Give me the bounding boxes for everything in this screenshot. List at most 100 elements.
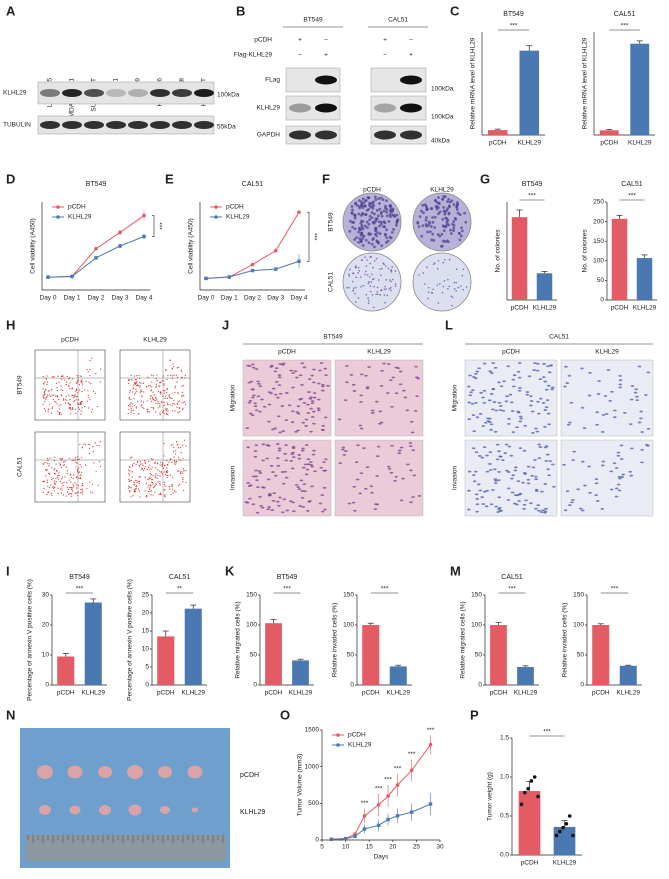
- event: [62, 375, 64, 378]
- event: [72, 378, 74, 380]
- cell: [409, 420, 414, 423]
- colony: [442, 206, 446, 209]
- x-tick-label: KLHL29: [533, 305, 557, 312]
- event: [98, 444, 100, 447]
- point: [564, 822, 569, 826]
- colony: [362, 201, 366, 205]
- event: [66, 399, 68, 401]
- colony: [455, 205, 459, 209]
- colony: [460, 229, 464, 233]
- event: [155, 402, 157, 404]
- event: [168, 394, 171, 396]
- event: [58, 413, 61, 416]
- event: [66, 486, 69, 488]
- event: [144, 461, 146, 463]
- event: [159, 391, 161, 394]
- marker-label: 100kDa: [431, 114, 454, 121]
- event: [46, 395, 48, 398]
- event: [149, 398, 151, 400]
- cell: [482, 446, 487, 449]
- cell: [544, 507, 548, 510]
- marker: [376, 823, 381, 828]
- event: [150, 490, 153, 492]
- bar: [630, 43, 650, 135]
- colony: [458, 213, 462, 216]
- cell: [349, 374, 354, 376]
- event: [158, 493, 160, 496]
- event: [79, 443, 81, 445]
- series-line: [331, 803, 431, 840]
- event: [86, 488, 88, 490]
- event: [51, 479, 53, 481]
- cell: [495, 458, 500, 461]
- cell: [399, 446, 404, 449]
- colony: [359, 221, 363, 225]
- colony: [420, 234, 424, 238]
- cell: [616, 454, 621, 457]
- cell: [247, 364, 252, 367]
- cell: [541, 402, 546, 404]
- colony: [380, 244, 384, 248]
- cell: [261, 459, 265, 462]
- cell: [287, 404, 292, 407]
- event: [178, 411, 181, 413]
- cell: [538, 446, 543, 448]
- event: [84, 405, 86, 408]
- event: [181, 396, 183, 398]
- event: [55, 481, 57, 483]
- cell: [405, 409, 410, 412]
- significance: ***: [408, 751, 416, 758]
- cell: [245, 427, 250, 430]
- event: [53, 487, 55, 490]
- x-axis-label: Days: [374, 854, 390, 861]
- panel-letter: K: [225, 563, 235, 578]
- event: [94, 442, 96, 444]
- colony: [352, 287, 355, 290]
- cell: [249, 380, 254, 383]
- colony: [445, 239, 449, 243]
- event: [46, 394, 49, 396]
- event: [143, 407, 145, 409]
- colony: [447, 197, 451, 201]
- marker: [353, 834, 357, 839]
- event: [152, 458, 154, 460]
- event: [129, 390, 132, 392]
- cell: [618, 477, 622, 480]
- cell: [640, 461, 644, 464]
- cell: [542, 363, 546, 365]
- cell: [409, 501, 413, 504]
- cell: [319, 362, 324, 364]
- cell: [320, 389, 325, 392]
- cell: [501, 409, 506, 412]
- column-label: pCDH: [502, 349, 520, 356]
- tumor: [98, 766, 112, 778]
- event: [166, 467, 168, 469]
- event: [76, 468, 78, 470]
- cell: [398, 383, 403, 386]
- bar: [84, 602, 102, 685]
- event: [166, 459, 168, 462]
- event: [167, 403, 169, 406]
- colony: [349, 219, 352, 223]
- colony: [357, 297, 360, 299]
- cell: [498, 455, 502, 458]
- event: [147, 385, 150, 387]
- colony: [385, 199, 388, 203]
- cell: [309, 430, 313, 433]
- cell: [470, 402, 475, 405]
- cell: [326, 384, 330, 387]
- event: [57, 396, 59, 398]
- event: [45, 398, 47, 401]
- cell: [619, 444, 624, 447]
- cell: [467, 470, 472, 473]
- event: [80, 413, 82, 415]
- event: [57, 474, 59, 477]
- event: [163, 410, 165, 412]
- event: [133, 481, 135, 483]
- event: [61, 487, 63, 489]
- cell: [609, 488, 614, 491]
- blot-band: [128, 121, 148, 129]
- event: [70, 476, 72, 478]
- event: [58, 398, 60, 401]
- event: [133, 404, 135, 407]
